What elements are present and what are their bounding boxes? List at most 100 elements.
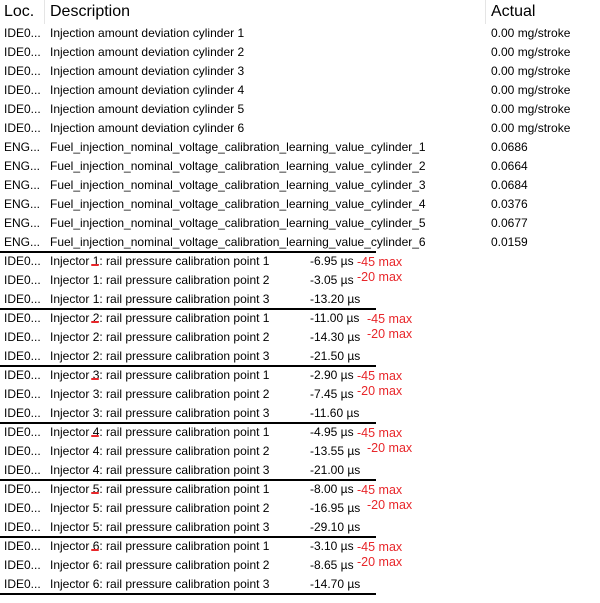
point-number: 3 bbox=[262, 463, 270, 477]
row-description: Injection amount deviation cylinder 3 bbox=[50, 64, 245, 78]
table-row[interactable]: ENG... Fuel_injection_nominal_voltage_cal… bbox=[0, 157, 600, 176]
table-row[interactable]: IDE0... Injector 2: rail pressure calibra… bbox=[0, 309, 600, 328]
row-description: Injector 6: rail pressure calibration po… bbox=[50, 537, 269, 556]
table-row[interactable]: IDE0... Injection amount deviation cylind… bbox=[0, 119, 600, 138]
desc-prefix: Injector bbox=[50, 539, 93, 553]
injector-number: 5 bbox=[90, 482, 100, 496]
header-description[interactable]: Description bbox=[50, 3, 131, 20]
row-value: 0.0664 bbox=[491, 159, 528, 173]
table-row[interactable]: ENG... Fuel_injection_nominal_voltage_cal… bbox=[0, 138, 600, 157]
table-row[interactable]: IDE0... Injector 2: rail pressure calibra… bbox=[0, 347, 600, 366]
row-value: 0.0376 bbox=[491, 197, 528, 211]
desc-mid: : rail pressure calibration point bbox=[99, 387, 263, 401]
table-row[interactable]: IDE0... Injection amount deviation cylind… bbox=[0, 100, 600, 119]
table-row[interactable]: IDE0... Injector 3: rail pressure calibra… bbox=[0, 384, 600, 404]
table-row[interactable]: IDE0... Injector 5: rail pressure calibra… bbox=[0, 498, 600, 518]
desc-mid: : rail pressure calibration point bbox=[99, 463, 263, 477]
row-loc: IDE0... bbox=[4, 558, 41, 572]
table-row[interactable]: IDE0... Injector 3: rail pressure calibra… bbox=[0, 404, 600, 423]
row-loc: IDE0... bbox=[4, 520, 41, 534]
row-value: -14.30 µs bbox=[310, 330, 361, 344]
point-number: 3 bbox=[262, 577, 270, 591]
row-description: Fuel_injection_nominal_voltage_calibrati… bbox=[50, 178, 426, 192]
table-row[interactable]: ENG... Fuel_injection_nominal_voltage_cal… bbox=[0, 214, 600, 233]
row-loc: IDE0... bbox=[4, 26, 41, 40]
column-separator[interactable] bbox=[44, 0, 45, 24]
row-description: Fuel_injection_nominal_voltage_calibrati… bbox=[50, 140, 426, 154]
max-annotation: -20 max bbox=[367, 498, 413, 512]
table-row[interactable]: IDE0... Injector 2: rail pressure calibra… bbox=[0, 327, 600, 347]
table-row[interactable]: IDE0... Injector 5: rail pressure calibra… bbox=[0, 480, 600, 499]
point-number: 2 bbox=[262, 501, 270, 515]
point-number: 1 bbox=[262, 482, 270, 496]
table-row[interactable]: IDE0... Injector 6: rail pressure calibra… bbox=[0, 575, 600, 594]
max-annotation: -20 max bbox=[367, 327, 413, 341]
injector-number: 5 bbox=[92, 520, 100, 534]
table-row[interactable]: IDE0... Injector 1: rail pressure calibra… bbox=[0, 252, 600, 271]
table-row[interactable]: IDE0... Injector 4: rail pressure calibra… bbox=[0, 461, 600, 480]
row-description: Injector 4: rail pressure calibration po… bbox=[50, 442, 269, 461]
row-value: 0.0684 bbox=[491, 178, 528, 192]
row-value: -13.55 µs bbox=[310, 444, 361, 458]
table-row[interactable]: IDE0... Injection amount deviation cylind… bbox=[0, 62, 600, 81]
row-loc: IDE0... bbox=[4, 102, 41, 116]
desc-mid: : rail pressure calibration point bbox=[99, 558, 263, 572]
injector-number: 2 bbox=[92, 330, 100, 344]
table-row[interactable]: IDE0... Injector 6: rail pressure calibra… bbox=[0, 555, 600, 575]
table-row[interactable]: IDE0... Injection amount deviation cylind… bbox=[0, 81, 600, 100]
table-row[interactable]: IDE0... Injector 5: rail pressure calibra… bbox=[0, 518, 600, 537]
table-row[interactable]: IDE0... Injector 3: rail pressure calibra… bbox=[0, 366, 600, 385]
table-row[interactable]: IDE0... Injector 4: rail pressure calibra… bbox=[0, 423, 600, 442]
row-loc: IDE0... bbox=[4, 254, 41, 268]
table-row[interactable]: ENG... Fuel_injection_nominal_voltage_cal… bbox=[0, 195, 600, 214]
table-row[interactable]: IDE0... Injector 1: rail pressure calibra… bbox=[0, 270, 600, 290]
row-value: -11.60 µs bbox=[310, 406, 360, 420]
table-row[interactable]: IDE0... Injector 6: rail pressure calibra… bbox=[0, 537, 600, 556]
point-number: 1 bbox=[262, 539, 270, 553]
injector-number: 6 bbox=[92, 558, 100, 572]
injector-number: 5 bbox=[92, 501, 100, 515]
row-description: Injector 3: rail pressure calibration po… bbox=[50, 385, 269, 404]
max-annotation: -45 max bbox=[357, 255, 403, 269]
desc-mid: : rail pressure calibration point bbox=[99, 349, 263, 363]
row-value: 0.0677 bbox=[491, 216, 528, 230]
row-description: Injector 2: rail pressure calibration po… bbox=[50, 328, 269, 347]
row-value: -8.65 µs bbox=[310, 558, 354, 572]
row-description: Injection amount deviation cylinder 4 bbox=[50, 83, 245, 97]
desc-mid: : rail pressure calibration point bbox=[99, 577, 263, 591]
point-number: 1 bbox=[262, 254, 270, 268]
point-number: 3 bbox=[262, 292, 270, 306]
row-description: Injector 5: rail pressure calibration po… bbox=[50, 518, 269, 537]
row-description: Injector 3: rail pressure calibration po… bbox=[50, 366, 269, 385]
injector-number: 3 bbox=[92, 387, 100, 401]
red-underline-annotation bbox=[90, 264, 100, 266]
table-row[interactable]: IDE0... Injection amount deviation cylind… bbox=[0, 43, 600, 62]
desc-mid: : rail pressure calibration point bbox=[99, 444, 263, 458]
header-actual[interactable]: Actual bbox=[491, 3, 536, 20]
header-loc[interactable]: Loc. bbox=[4, 3, 35, 20]
point-number: 2 bbox=[262, 444, 270, 458]
table-row[interactable]: ENG... Fuel_injection_nominal_voltage_cal… bbox=[0, 233, 600, 252]
group-divider bbox=[0, 536, 376, 538]
desc-prefix: Injector bbox=[50, 482, 93, 496]
desc-prefix: Injector bbox=[50, 501, 93, 515]
injector-number: 1 bbox=[92, 292, 100, 306]
row-loc: IDE0... bbox=[4, 444, 41, 458]
row-value: -13.20 µs bbox=[310, 292, 361, 306]
desc-mid: : rail pressure calibration point bbox=[99, 330, 263, 344]
table-row[interactable]: ENG... Fuel_injection_nominal_voltage_cal… bbox=[0, 176, 600, 195]
table-row[interactable]: IDE0... Injector 1: rail pressure calibra… bbox=[0, 290, 600, 309]
max-annotation: -20 max bbox=[357, 555, 403, 569]
table-row[interactable]: IDE0... Injector 4: rail pressure calibra… bbox=[0, 441, 600, 461]
row-loc: IDE0... bbox=[4, 577, 41, 591]
row-loc: IDE0... bbox=[4, 463, 41, 477]
desc-prefix: Injector bbox=[50, 349, 93, 363]
column-header: Loc. Description Actual bbox=[0, 0, 600, 24]
row-description: Injection amount deviation cylinder 2 bbox=[50, 45, 245, 59]
row-value: 0.00 mg/stroke bbox=[491, 83, 571, 97]
row-loc: IDE0... bbox=[4, 273, 41, 287]
row-value: 0.00 mg/stroke bbox=[491, 121, 571, 135]
max-annotation: -20 max bbox=[357, 384, 403, 398]
column-separator[interactable] bbox=[485, 0, 486, 24]
table-row[interactable]: IDE0... Injection amount deviation cylind… bbox=[0, 24, 600, 43]
